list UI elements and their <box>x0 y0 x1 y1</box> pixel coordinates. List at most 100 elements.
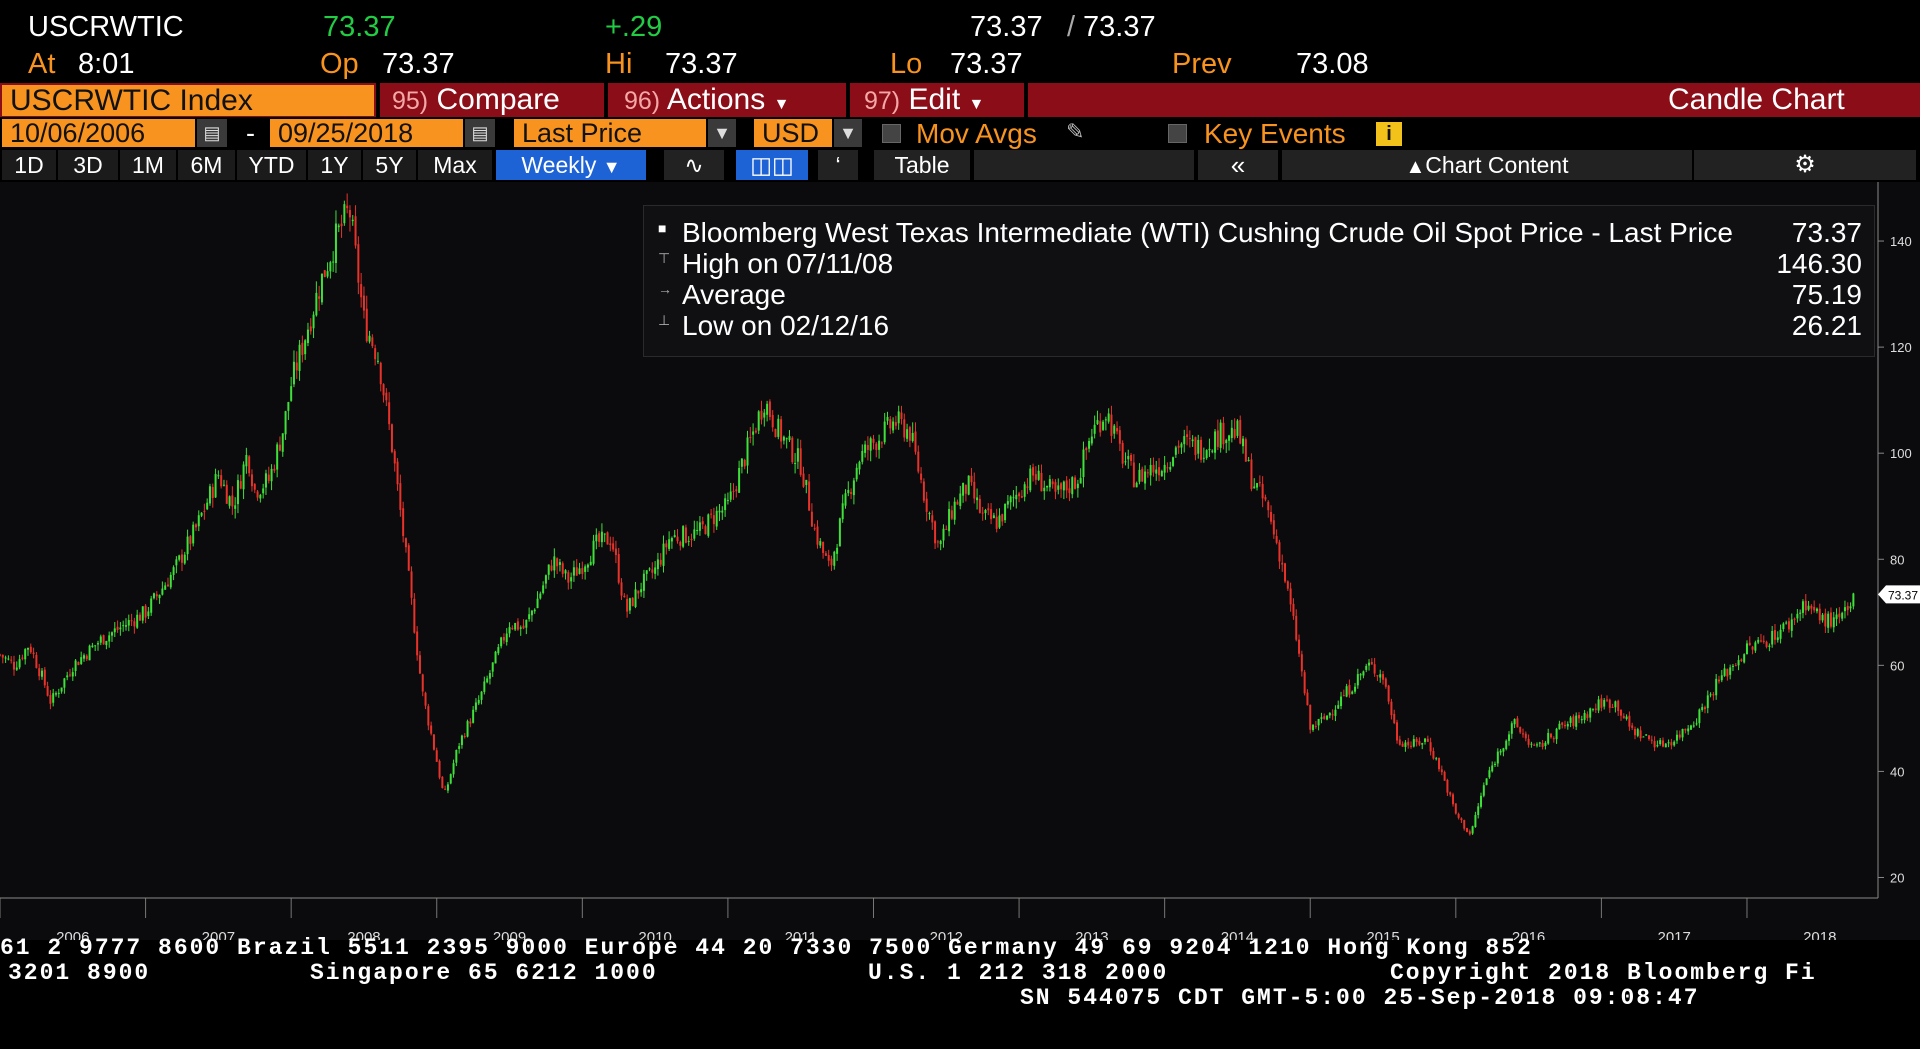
legend-low-label: Low on 02/12/16 <box>682 310 890 341</box>
mov-avgs-checkbox[interactable] <box>882 124 901 143</box>
calendar-icon[interactable]: ▤ <box>465 119 495 147</box>
x-axis-label: 2016 <box>1512 929 1545 940</box>
candle-body <box>82 655 85 659</box>
candle-body <box>15 667 18 670</box>
candle-body <box>1138 469 1141 482</box>
candle-body <box>1068 488 1071 493</box>
candle-body <box>715 510 718 527</box>
period-button-1d[interactable]: 1D <box>2 150 56 180</box>
period-button-3d[interactable]: 3D <box>58 150 118 180</box>
candle-body <box>1471 826 1474 834</box>
candle-body <box>782 436 785 441</box>
candle-body <box>63 678 66 688</box>
end-date-field[interactable]: 09/25/2018 <box>270 119 463 147</box>
pencil-icon[interactable]: ✎ <box>1066 119 1085 144</box>
candle-body <box>726 499 729 501</box>
candle-body <box>570 577 573 582</box>
candle-body <box>502 637 505 641</box>
chevron-down-icon[interactable]: ▼ <box>834 119 862 147</box>
key-events-checkbox[interactable] <box>1168 124 1187 143</box>
candle-body <box>43 669 46 686</box>
candle-body <box>94 645 97 647</box>
candle-body <box>35 654 38 668</box>
candle-body <box>1561 722 1564 725</box>
candle-body <box>631 597 634 607</box>
candle-body <box>934 521 937 544</box>
candle-body <box>684 527 687 543</box>
candle-body <box>1494 763 1497 765</box>
candle-body <box>1597 699 1600 711</box>
security-field[interactable]: USCRWTIC Index <box>2 85 374 116</box>
candle-body <box>407 545 410 571</box>
settings-gear-icon[interactable]: ⚙ <box>1694 150 1916 180</box>
candle-body <box>729 491 732 500</box>
footer-phone-line-1: 61 2 9777 8600 Brazil 5511 2395 9000 Eur… <box>0 935 1533 961</box>
start-date-field[interactable]: 10/06/2006 <box>2 119 195 147</box>
candle-body <box>116 626 119 630</box>
period-button-max[interactable]: Max <box>418 150 492 180</box>
candle-body <box>777 418 780 437</box>
price-field-select[interactable]: Last Price <box>514 119 706 147</box>
candle-body <box>312 314 315 329</box>
candle-body <box>1712 694 1715 696</box>
edit-label: Edit <box>908 83 961 116</box>
candle-body <box>1443 771 1446 781</box>
line-chart-icon[interactable]: ∿ <box>664 150 724 180</box>
candle-body <box>500 637 503 647</box>
candle-body <box>1661 740 1664 747</box>
period-button-5y[interactable]: 5Y <box>363 150 416 180</box>
candle-body <box>914 431 917 452</box>
candle-body <box>119 627 122 630</box>
calendar-icon[interactable]: ▤ <box>197 119 227 147</box>
candle-body <box>122 625 125 627</box>
candle-body <box>1605 699 1608 701</box>
candle-body <box>600 531 603 543</box>
candle-body <box>550 565 553 571</box>
candle-body <box>1628 715 1631 727</box>
candle-body <box>878 440 881 450</box>
edit-menu[interactable]: 97) Edit ▼ <box>864 83 984 117</box>
period-button-1m[interactable]: 1M <box>120 150 176 180</box>
candle-body <box>1468 831 1471 835</box>
period-button-ytd[interactable]: YTD <box>237 150 306 180</box>
candle-body <box>1368 662 1371 666</box>
candle-body <box>292 361 295 385</box>
more-chart-types-icon[interactable]: ‘ <box>818 150 858 180</box>
table-button[interactable]: Table <box>874 150 970 180</box>
candle-body <box>222 484 225 486</box>
candle-body <box>1460 818 1463 820</box>
candle-body <box>1566 723 1569 727</box>
compare-number: 95) <box>392 87 429 115</box>
candle-chart-icon[interactable]: ◫◫ <box>736 150 808 180</box>
candle-body <box>623 595 626 598</box>
frequency-select[interactable]: Weekly ▼ <box>496 150 646 180</box>
actions-menu[interactable]: 96) Actions ▼ <box>624 83 789 117</box>
candle-body <box>256 491 259 498</box>
candle-body <box>1407 741 1410 746</box>
period-button-1y[interactable]: 1Y <box>308 150 361 180</box>
candle-body <box>586 564 589 568</box>
candle-body <box>628 598 631 611</box>
candle-body <box>1236 420 1239 436</box>
candle-body <box>186 536 189 555</box>
candle-body <box>1029 468 1032 491</box>
candle-body <box>1457 813 1460 818</box>
candle-body <box>390 424 393 452</box>
candle-body <box>676 536 679 542</box>
candle-body <box>1807 605 1810 610</box>
compare-menu[interactable]: 95) Compare <box>392 83 560 117</box>
candle-body <box>239 481 242 489</box>
chart-content-button[interactable]: ▲Chart Content <box>1282 150 1692 180</box>
candle-body <box>68 674 71 676</box>
candle-body <box>539 593 542 599</box>
candle-body <box>1782 623 1785 629</box>
period-button-6m[interactable]: 6M <box>178 150 235 180</box>
chevron-down-icon[interactable]: ▼ <box>708 119 736 147</box>
candle-body <box>220 475 223 487</box>
info-icon[interactable]: i <box>1376 122 1402 146</box>
candle-body <box>892 421 895 431</box>
candle-body <box>511 628 514 630</box>
candle-body <box>1768 645 1771 647</box>
currency-select[interactable]: USD <box>754 119 832 147</box>
collapse-button[interactable]: « <box>1198 150 1278 180</box>
